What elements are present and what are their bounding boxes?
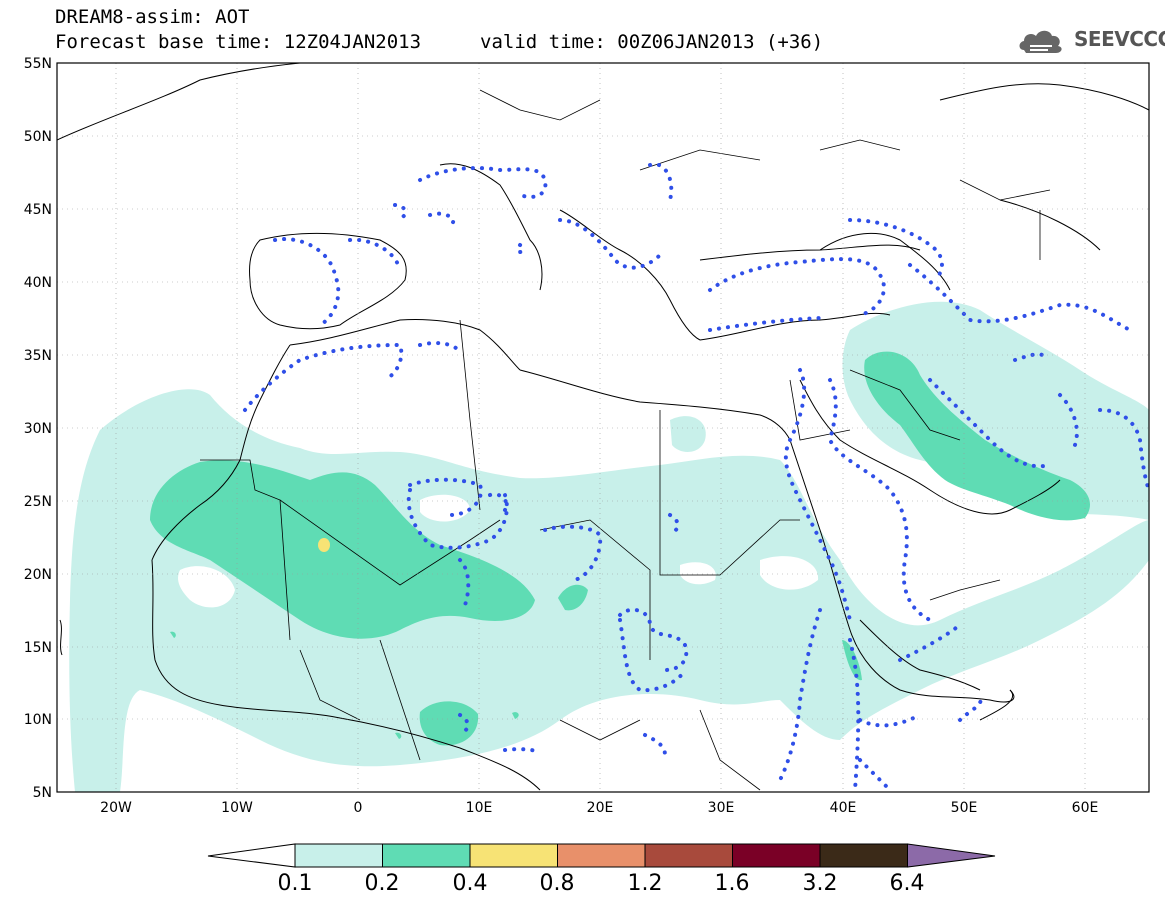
colorbar-swatch: [732, 843, 821, 868]
clear-region-4: [680, 562, 716, 585]
lon-label: 0: [354, 800, 363, 816]
aot-low-region-libya: [670, 416, 706, 452]
colorbar-swatch: [644, 843, 733, 868]
colorbar-label: 0.1: [277, 871, 313, 896]
colorbar-label: 0.2: [364, 871, 400, 896]
lat-label: 55N: [24, 56, 52, 72]
aot-mid-region-chad: [558, 584, 588, 611]
lon-label: 20E: [587, 800, 614, 816]
lon-label: 20W: [100, 800, 132, 816]
aot-mid-region-iraq: [864, 351, 1090, 521]
lon-label: 10W: [221, 800, 253, 816]
lat-label: 30N: [24, 421, 52, 437]
lat-label: 5N: [33, 785, 52, 801]
colorbar-swatch: [382, 843, 471, 868]
lat-label: 45N: [24, 202, 52, 218]
aot-low-region-redsea: [808, 600, 860, 691]
lon-label: 60E: [1072, 800, 1099, 816]
logo-text: SEEVCCC: [1074, 27, 1165, 51]
lon-label: 10E: [466, 800, 493, 816]
colorbar-label: 6.4: [889, 871, 925, 896]
lat-label: 50N: [24, 129, 52, 145]
grid: [57, 63, 1149, 792]
clear-region-1: [178, 566, 235, 608]
colorbar-swatch: [294, 843, 383, 868]
colorbar-label: 0.4: [452, 871, 488, 896]
aot-field: [57, 63, 1149, 792]
lon-labels: 20W 10W 0 10E 20E 30E 40E 50E 60E: [100, 800, 1098, 816]
lon-label: 40E: [830, 800, 857, 816]
colorbar-swatch-above: [907, 843, 996, 868]
colorbar-swatch: [557, 843, 646, 868]
aot-mid-region-nigeria: [419, 701, 479, 746]
aot-high-spot: [318, 538, 330, 552]
lon-label: 50E: [951, 800, 978, 816]
aot-low-region-mideast: [842, 301, 1149, 520]
colorbar-label: 0.8: [539, 871, 575, 896]
lat-label: 10N: [24, 712, 52, 728]
cloud-icon: [1019, 30, 1062, 53]
aot-mid-region-sahara: [150, 460, 535, 639]
map-frame: [56, 62, 1150, 793]
colorbar-label: 3.2: [802, 871, 838, 896]
lat-label: 35N: [24, 348, 52, 364]
dust-contours: [243, 162, 1149, 792]
lat-label: 15N: [24, 640, 52, 656]
coastlines: [57, 63, 1149, 791]
country-borders: [200, 89, 1051, 791]
aot-mid-region-eritrea: [842, 640, 862, 681]
clear-region-2: [760, 556, 819, 590]
valid-time: valid time: 00Z06JAN2013 (+36): [480, 31, 824, 53]
colorbar: [207, 843, 996, 868]
colorbar-swatch: [469, 843, 558, 868]
colorbar-label: 1.6: [714, 871, 750, 896]
colorbar-label: 1.2: [627, 871, 663, 896]
colorbar-swatch-below: [207, 843, 296, 868]
lat-label: 40N: [24, 275, 52, 291]
lat-label: 25N: [24, 494, 52, 510]
lat-label: 20N: [24, 567, 52, 583]
forecast-base-time: Forecast base time: 12Z04JAN2013: [55, 31, 422, 53]
clear-region-3: [420, 494, 470, 522]
map-title: DREAM8-assim: AOT: [55, 6, 250, 28]
lon-label: 30E: [708, 800, 735, 816]
colorbar-swatch: [819, 843, 908, 868]
lat-labels: 55N 50N 45N 40N 35N 30N 25N 20N 15N 10N …: [24, 56, 52, 801]
